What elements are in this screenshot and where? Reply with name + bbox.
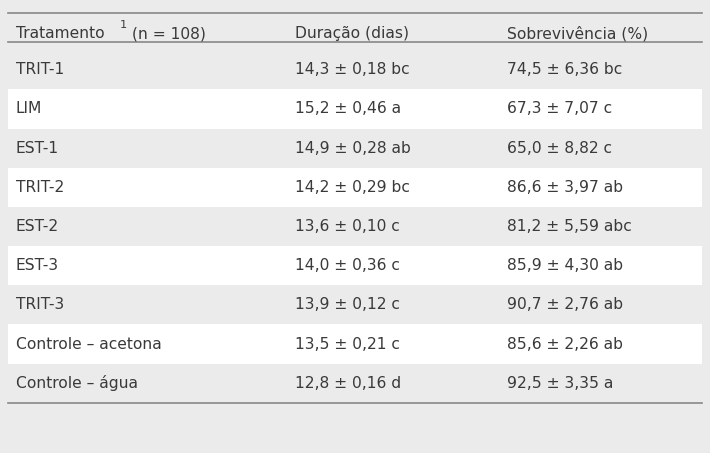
Text: 74,5 ± 6,36 bc: 74,5 ± 6,36 bc xyxy=(507,63,622,77)
Text: 14,9 ± 0,28 ab: 14,9 ± 0,28 ab xyxy=(295,141,411,156)
Text: Tratamento: Tratamento xyxy=(16,26,104,41)
Text: 86,6 ± 3,97 ab: 86,6 ± 3,97 ab xyxy=(507,180,623,195)
Bar xyxy=(9,89,701,129)
Text: TRIT-3: TRIT-3 xyxy=(16,297,64,312)
Text: 92,5 ± 3,35 a: 92,5 ± 3,35 a xyxy=(507,376,613,390)
Text: 13,5 ± 0,21 c: 13,5 ± 0,21 c xyxy=(295,337,400,352)
Text: 14,0 ± 0,36 c: 14,0 ± 0,36 c xyxy=(295,258,400,273)
Text: 12,8 ± 0,16 d: 12,8 ± 0,16 d xyxy=(295,376,401,390)
Bar xyxy=(9,207,701,246)
Text: TRIT-1: TRIT-1 xyxy=(16,63,64,77)
Bar xyxy=(9,364,701,403)
Text: EST-1: EST-1 xyxy=(16,141,59,156)
Bar xyxy=(9,50,701,89)
Text: 15,2 ± 0,46 a: 15,2 ± 0,46 a xyxy=(295,101,401,116)
Text: 13,6 ± 0,10 c: 13,6 ± 0,10 c xyxy=(295,219,400,234)
Text: EST-3: EST-3 xyxy=(16,258,59,273)
Text: 85,9 ± 4,30 ab: 85,9 ± 4,30 ab xyxy=(507,258,623,273)
Bar xyxy=(9,168,701,207)
Bar xyxy=(9,129,701,168)
Text: 85,6 ± 2,26 ab: 85,6 ± 2,26 ab xyxy=(507,337,623,352)
Text: Controle – água: Controle – água xyxy=(16,375,138,391)
Text: EST-2: EST-2 xyxy=(16,219,59,234)
Text: 81,2 ± 5,59 abc: 81,2 ± 5,59 abc xyxy=(507,219,632,234)
Bar xyxy=(9,285,701,324)
Text: 67,3 ± 7,07 c: 67,3 ± 7,07 c xyxy=(507,101,612,116)
Text: 90,7 ± 2,76 ab: 90,7 ± 2,76 ab xyxy=(507,297,623,312)
Text: Controle – acetona: Controle – acetona xyxy=(16,337,161,352)
Text: Duração (dias): Duração (dias) xyxy=(295,26,409,41)
Text: TRIT-2: TRIT-2 xyxy=(16,180,64,195)
Text: 65,0 ± 8,82 c: 65,0 ± 8,82 c xyxy=(507,141,612,156)
Text: 14,2 ± 0,29 bc: 14,2 ± 0,29 bc xyxy=(295,180,410,195)
Text: LIM: LIM xyxy=(16,101,42,116)
Bar xyxy=(9,324,701,364)
Text: 1: 1 xyxy=(120,20,128,30)
Text: Sobrevivência (%): Sobrevivência (%) xyxy=(507,26,648,42)
Text: (n = 108): (n = 108) xyxy=(127,26,206,41)
Text: 14,3 ± 0,18 bc: 14,3 ± 0,18 bc xyxy=(295,63,410,77)
Bar xyxy=(9,246,701,285)
Text: 13,9 ± 0,12 c: 13,9 ± 0,12 c xyxy=(295,297,400,312)
